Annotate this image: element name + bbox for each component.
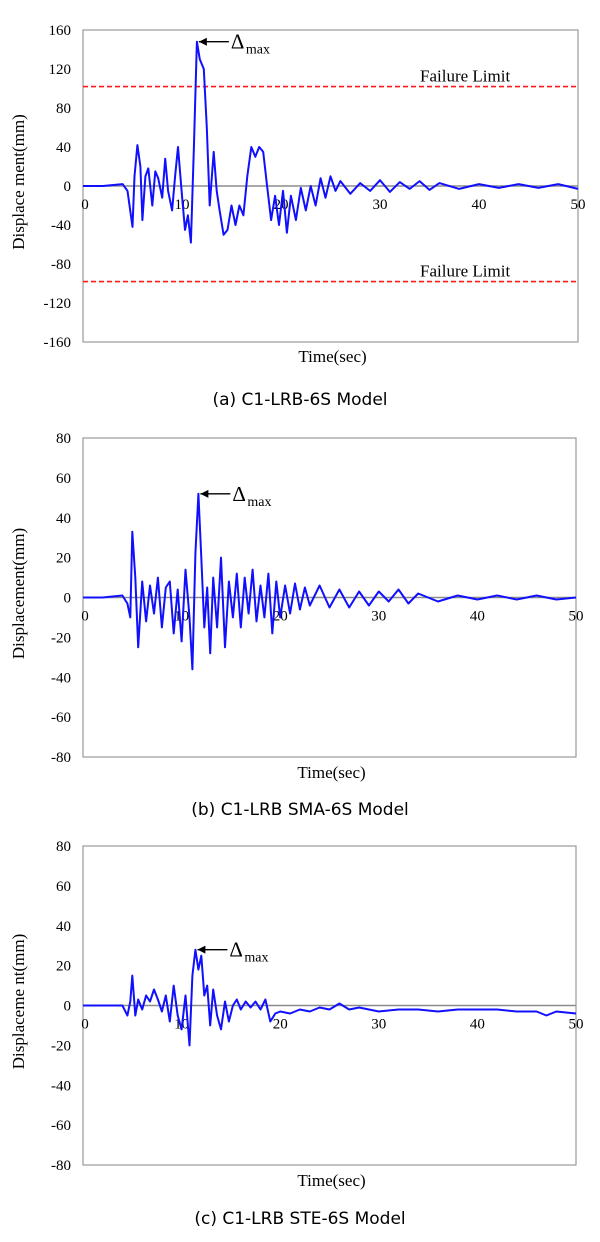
peak-subscript-label: max [244, 951, 268, 966]
x-tick-label: 30 [373, 197, 388, 213]
x-tick-label: 40 [470, 609, 485, 625]
y-tick-label: 0 [64, 179, 72, 195]
x-tick-label: 40 [470, 1017, 485, 1033]
peak-delta-label: Δ [229, 938, 243, 962]
y-tick-label: -40 [51, 670, 71, 686]
y-tick-label: 20 [56, 959, 71, 975]
y-tick-label: 60 [56, 879, 71, 895]
y-axis-title: Displace ment(mm) [9, 114, 28, 250]
y-tick-label: 80 [56, 431, 71, 447]
y-tick-label: -20 [51, 630, 71, 646]
y-tick-label: 160 [49, 23, 72, 39]
x-tick-label: 0 [81, 609, 89, 625]
y-tick-label: 60 [56, 471, 71, 487]
displacement-series-line [83, 40, 579, 244]
peak-subscript-label: max [246, 43, 270, 58]
peak-delta-label: Δ [232, 482, 246, 506]
displacement-series-line [83, 948, 577, 1047]
y-tick-label: -40 [51, 1078, 71, 1094]
y-tick-label: -60 [51, 710, 71, 726]
peak-subscript-label: max [247, 495, 271, 510]
peak-arrow-head [200, 489, 209, 498]
x-tick-label: 0 [81, 1017, 89, 1033]
x-tick-label: 30 [371, 1017, 386, 1033]
y-tick-label: 80 [56, 839, 71, 855]
y-tick-label: 40 [56, 140, 71, 156]
x-tick-label: 0 [81, 197, 89, 213]
y-tick-label: 120 [49, 62, 72, 78]
y-axis-title: Displacement(mm) [9, 528, 28, 659]
x-tick-label: 50 [571, 197, 586, 213]
y-tick-label: -40 [51, 218, 71, 234]
peak-arrow-head [197, 945, 206, 954]
y-tick-label: -160 [44, 335, 72, 351]
y-tick-label: 0 [64, 591, 72, 607]
x-tick-label: 30 [371, 609, 386, 625]
y-tick-label: 40 [56, 919, 71, 935]
y-tick-label: -80 [51, 750, 71, 766]
y-tick-label: -60 [51, 1118, 71, 1134]
y-axis-title: Displaceme nt(mm) [9, 934, 28, 1070]
failure-limit-label: Failure Limit [420, 67, 510, 86]
x-tick-label: 20 [273, 1017, 288, 1033]
x-tick-label: 50 [569, 609, 584, 625]
y-tick-label: -80 [51, 1158, 71, 1174]
x-tick-label: 40 [472, 197, 487, 213]
x-tick-label: 50 [569, 1017, 584, 1033]
peak-arrow-head [198, 37, 207, 46]
x-tick-label: 10 [174, 609, 189, 625]
y-tick-label: -20 [51, 1038, 71, 1054]
x-axis-title: Time(sec) [297, 763, 365, 782]
x-axis-title: Time(sec) [297, 1171, 365, 1190]
panel-caption: (b) C1-LRB SMA-6S Model [191, 800, 409, 820]
y-tick-label: 80 [56, 101, 71, 117]
y-tick-label: 0 [64, 999, 72, 1015]
x-axis-title: Time(sec) [298, 347, 366, 366]
peak-delta-label: Δ [231, 30, 245, 54]
panel-caption: (a) C1-LRB-6S Model [212, 390, 387, 410]
failure-limit-label: Failure Limit [420, 262, 510, 281]
panel-caption: (c) C1-LRB STE-6S Model [194, 1209, 405, 1229]
displacement-series-line [83, 492, 577, 671]
y-tick-label: -120 [44, 296, 72, 312]
y-tick-label: 40 [56, 511, 71, 527]
y-tick-label: -80 [51, 257, 71, 273]
y-tick-label: 20 [56, 551, 71, 567]
